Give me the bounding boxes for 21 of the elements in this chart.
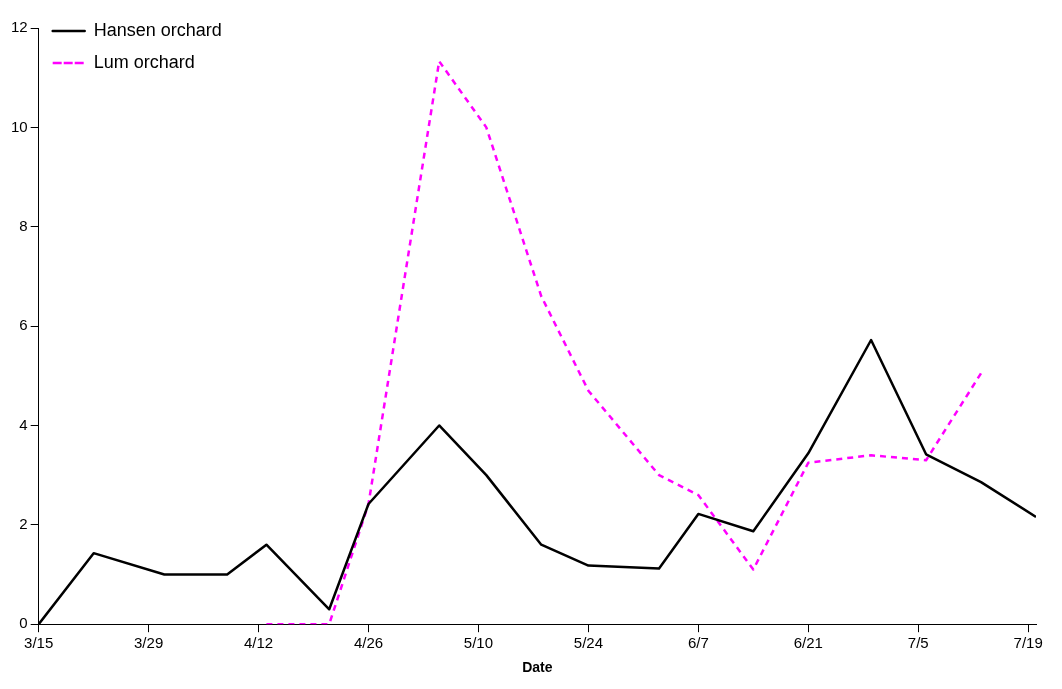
x-tick-label: 5/10 — [463, 634, 494, 652]
x-axis-title: Date — [522, 659, 553, 676]
x-tick-label: 3/29 — [134, 634, 164, 652]
x-tick-label: 5/24 — [573, 634, 603, 652]
y-tick-label: 6 — [19, 316, 28, 334]
x-tick-label: 7/19 — [1013, 634, 1043, 652]
x-tick-label: 6/7 — [687, 634, 709, 652]
y-tick-label: 8 — [19, 216, 28, 234]
legend-label: Hansen orchard — [93, 19, 222, 40]
y-tick-label: 2 — [19, 514, 28, 532]
legend-label: Lum orchard — [93, 51, 195, 72]
x-tick-label: 7/5 — [907, 634, 929, 652]
y-tick-label: 10 — [11, 117, 28, 135]
y-tick-label: 12 — [11, 18, 28, 36]
line-series — [265, 60, 983, 625]
x-tick-label: 4/12 — [243, 634, 274, 652]
y-tick-label: 4 — [19, 415, 28, 433]
y-tick-label: 0 — [19, 614, 28, 632]
x-tick-label: 4/26 — [353, 634, 384, 652]
x-tick-label: 6/21 — [793, 634, 823, 652]
x-tick-label: 3/15 — [24, 634, 54, 652]
